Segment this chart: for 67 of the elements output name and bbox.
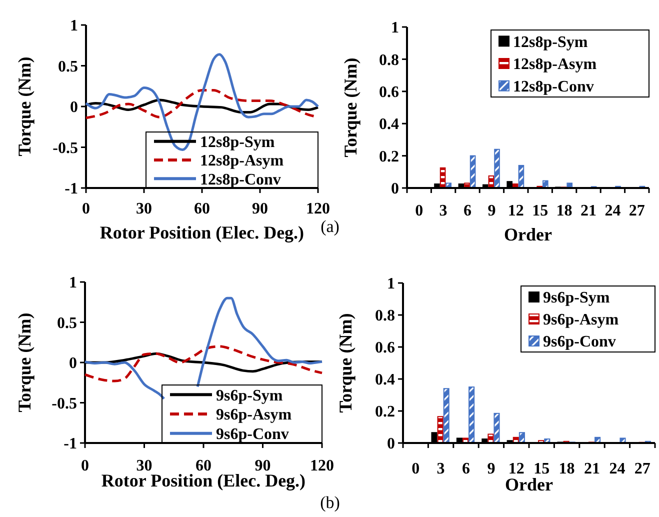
y-tick-label: 0.4 <box>379 116 399 134</box>
y-tick-label: -1 <box>64 180 78 198</box>
y-axis-title: Torque (Nm) <box>14 312 34 412</box>
y-tick-label: -0.5 <box>52 140 78 157</box>
x-tick-label: 27 <box>634 460 650 478</box>
y-tick-label: 0 <box>69 355 77 372</box>
x-tick-label: 24 <box>609 460 626 478</box>
x-tick-label: 9 <box>488 202 496 220</box>
x-tick-label: 120 <box>310 458 334 475</box>
x-tick-label: 0 <box>81 458 89 475</box>
y-tick-label: 1 <box>69 274 77 292</box>
y-axis-title: Torque (Nm) <box>340 58 360 158</box>
x-tick-label: 90 <box>252 200 268 218</box>
legend-label: 12s8p-Sym <box>200 134 276 151</box>
x-tick-label: 12 <box>508 202 524 220</box>
y-tick-label: 0 <box>387 436 395 453</box>
y-axis-title: Torque (Nm) <box>335 313 356 413</box>
legend-label: 9s6p-Asym <box>216 406 292 424</box>
legend-label: 9s6p-Sym <box>216 387 284 404</box>
legend-label: 12s8p-Conv <box>200 171 281 188</box>
x-tick-label: 30 <box>136 200 152 218</box>
y-tick-label: 0.8 <box>375 308 395 325</box>
y-tick-label: 0.6 <box>375 340 395 357</box>
legend-label: 9s6p-Conv <box>543 334 616 351</box>
y-tick-label: 0.5 <box>58 58 78 76</box>
y-tick-label: 1 <box>70 18 78 35</box>
x-tick-label: 18 <box>556 202 572 220</box>
x-tick-label: 0 <box>415 202 424 220</box>
x-tick-label: 18 <box>558 460 575 478</box>
x-tick-label: 0 <box>82 200 90 218</box>
x-tick-label: 27 <box>628 202 645 220</box>
x-tick-label: 21 <box>580 202 596 220</box>
x-tick-label: 3 <box>439 202 448 220</box>
x-tick-label: 120 <box>306 200 330 218</box>
x-tick-label: 60 <box>194 200 210 218</box>
x-tick-label: 6 <box>462 460 470 478</box>
legend-label: 9s6p-Sym <box>543 290 610 307</box>
y-tick-label: -1 <box>64 436 77 453</box>
y-tick-label: -0.5 <box>52 395 77 412</box>
text: (a) <box>320 217 340 236</box>
legend-label: 12s8p-Conv <box>513 78 594 96</box>
x-tick-label: 6 <box>464 202 472 220</box>
y-tick-label: 0.8 <box>379 52 399 69</box>
y-tick-label: 0 <box>391 180 399 198</box>
y-tick-label: 0.6 <box>379 84 399 101</box>
legend-label: 12s8p-Sym <box>513 34 588 51</box>
legend-label: 12s8p-Asym <box>513 56 598 74</box>
y-tick-label: 0.2 <box>379 148 399 166</box>
legend-label: 9s6p-Asym <box>543 312 620 329</box>
x-tick-label: 3 <box>436 460 445 478</box>
y-tick-label: 0.4 <box>375 372 395 389</box>
x-tick-label: 15 <box>532 202 548 220</box>
x-tick-label: 21 <box>584 460 600 478</box>
x-tick-label: 24 <box>604 202 621 220</box>
x-axis-title: Order <box>504 224 552 244</box>
text: (b) <box>320 493 340 512</box>
legend-label: 9s6p-Conv <box>216 426 289 443</box>
y-tick-label: 0 <box>70 99 78 116</box>
x-axis-title: Rotor Position (Elec. Deg.) <box>100 222 304 242</box>
y-tick-label: 0.2 <box>375 404 395 421</box>
y-tick-label: 1 <box>387 276 395 293</box>
legend-label: 12s8p-Asym <box>200 152 284 170</box>
x-tick-label: 0 <box>412 460 420 478</box>
x-tick-label: 9 <box>487 460 496 478</box>
y-tick-label: 1 <box>391 20 399 37</box>
y-axis-title: Torque (Nm) <box>14 56 34 156</box>
y-tick-label: 0.5 <box>57 314 77 332</box>
